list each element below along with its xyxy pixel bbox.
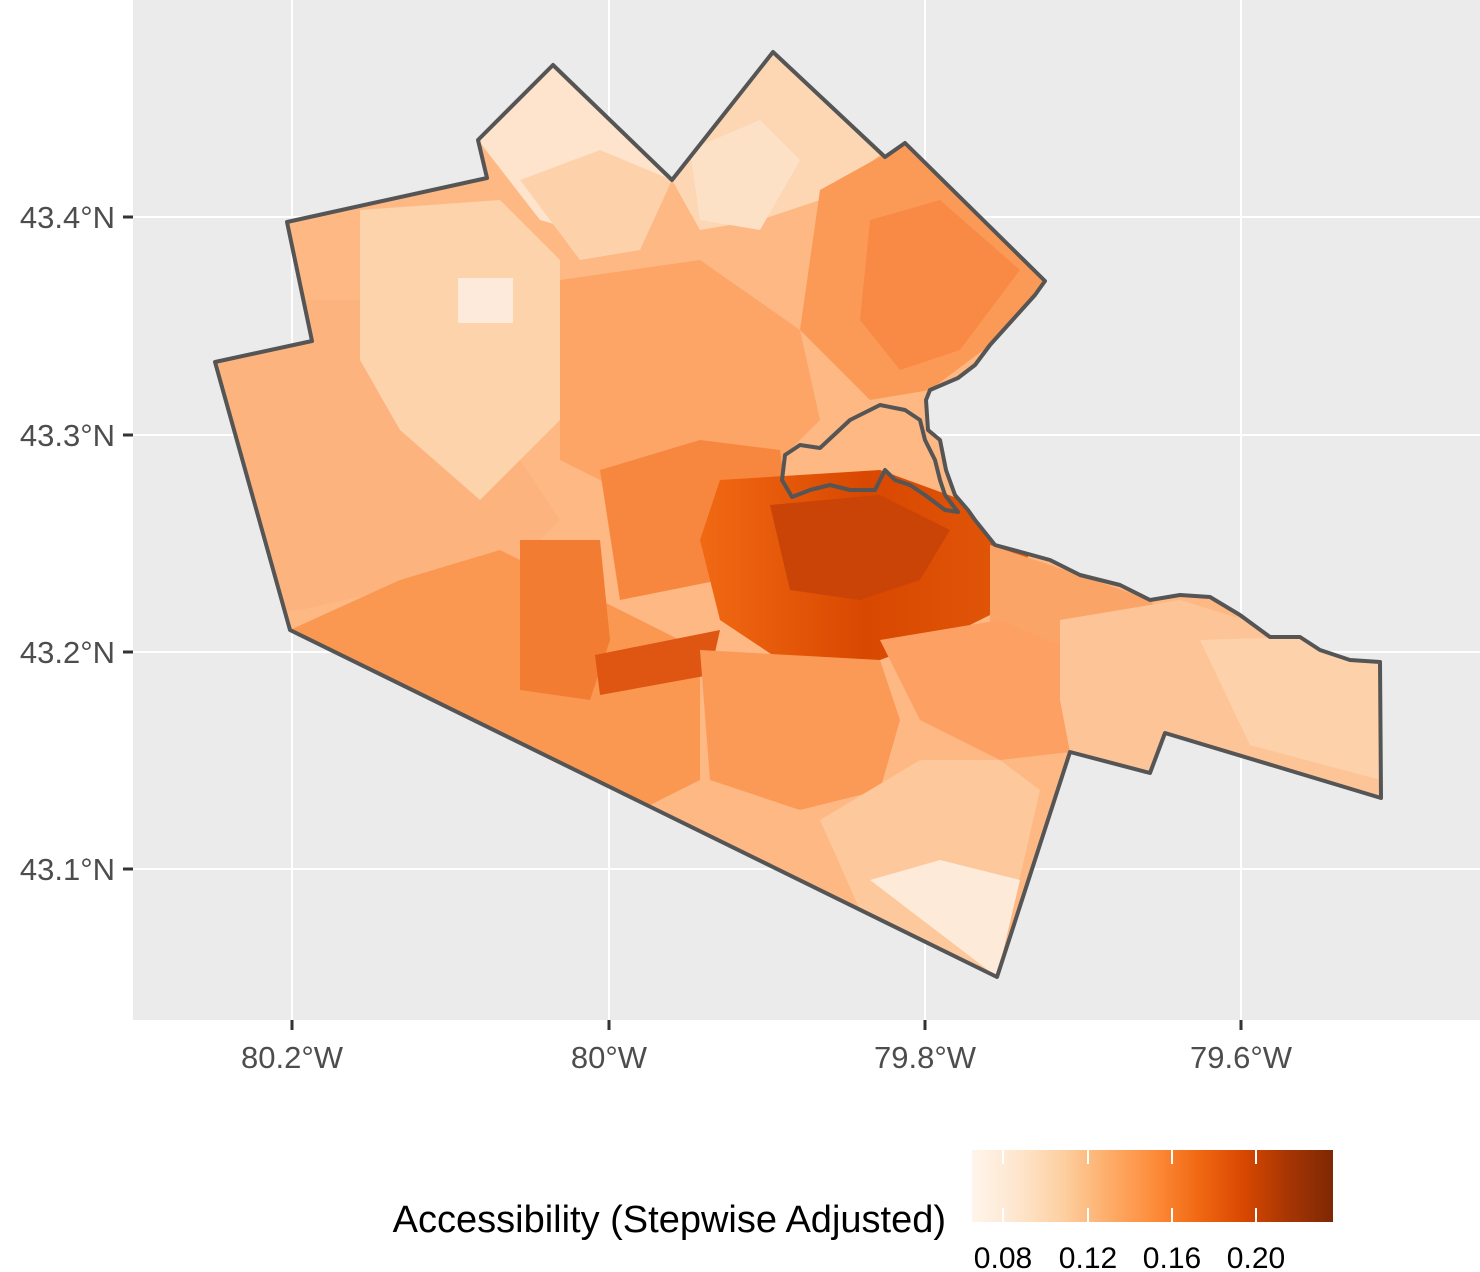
harbour-outline bbox=[780, 403, 960, 514]
legend-tick-label-0-16: 0.16 bbox=[1143, 1242, 1201, 1272]
y-tick-label-43-2: 43.2°N bbox=[20, 635, 115, 670]
southwest-dark bbox=[520, 540, 610, 700]
region-boundary bbox=[213, 50, 1383, 979]
south-very-light bbox=[870, 860, 1020, 977]
central-west-band bbox=[560, 260, 820, 500]
northwest-light-zone bbox=[360, 200, 560, 500]
northeast-inner-light bbox=[690, 120, 800, 230]
stoney-creek-orange bbox=[880, 620, 1070, 760]
y-axis: 43.4°N 43.3°N 43.2°N 43.1°N bbox=[20, 200, 133, 887]
very-light-block bbox=[458, 278, 513, 323]
core-darkest bbox=[770, 495, 950, 600]
glanbrook-dark-strip bbox=[595, 630, 720, 695]
x-tick-label-80-2: 80.2°W bbox=[241, 1040, 344, 1075]
y-tick-label-43-4: 43.4°N bbox=[20, 200, 115, 235]
x-axis: 80.2°W 80°W 79.8°W 79.6°W bbox=[241, 1020, 1293, 1075]
legend: Accessibility (Stepwise Adjusted) 0.08 0… bbox=[393, 1150, 1333, 1272]
y-tick-label-43-3: 43.3°N bbox=[20, 418, 115, 453]
x-tick-label-80-0: 80°W bbox=[571, 1040, 648, 1075]
legend-tick-label-0-20: 0.20 bbox=[1227, 1242, 1285, 1272]
south-central-orange bbox=[700, 650, 900, 810]
legend-title: Accessibility (Stepwise Adjusted) bbox=[393, 1199, 946, 1241]
x-tick-label-79-8: 79.8°W bbox=[874, 1040, 977, 1075]
north-lobe-mid bbox=[520, 150, 672, 260]
west-zone bbox=[215, 300, 560, 620]
y-tick-label-43-1: 43.1°N bbox=[20, 852, 115, 887]
northeast-dense bbox=[860, 200, 1020, 370]
legend-tick-label-0-12: 0.12 bbox=[1059, 1242, 1117, 1272]
legend-tick-label-0-08: 0.08 bbox=[974, 1242, 1032, 1272]
legend-colorbar bbox=[972, 1150, 1333, 1222]
east-far-light bbox=[1200, 637, 1381, 780]
x-tick-label-79-6: 79.6°W bbox=[1190, 1040, 1293, 1075]
